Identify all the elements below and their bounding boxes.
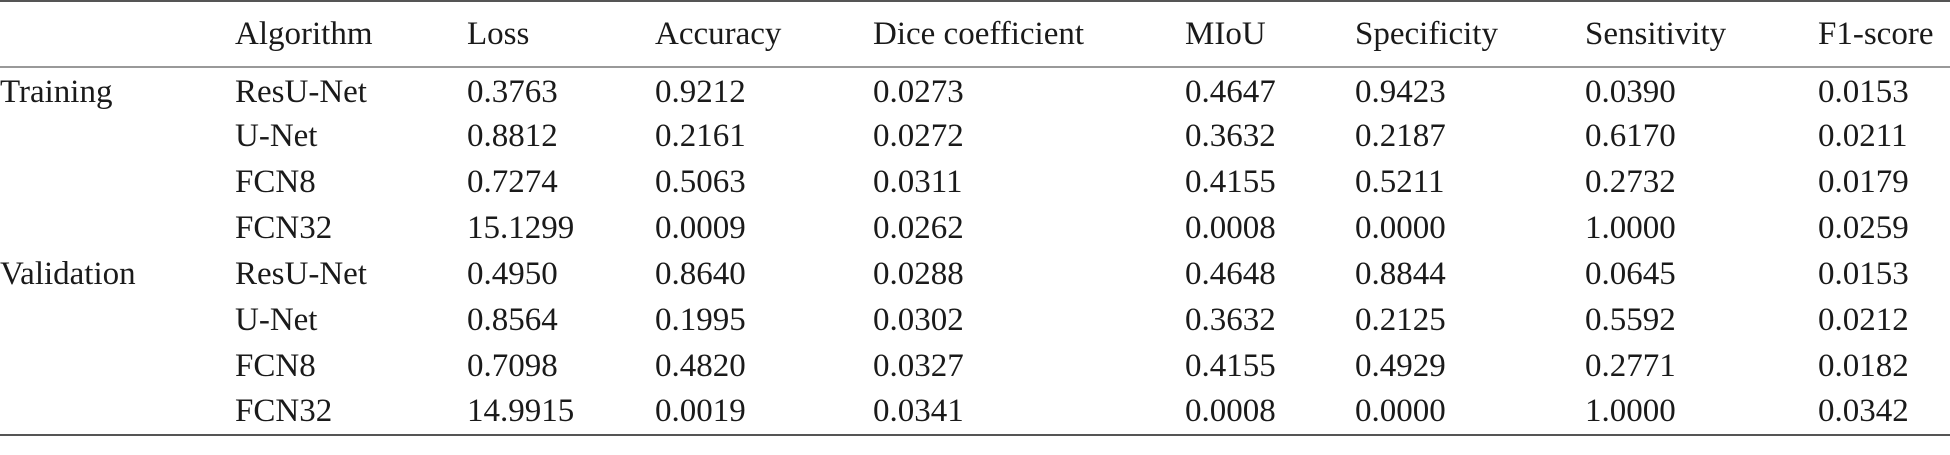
specificity-cell: 0.4929 xyxy=(1355,347,1446,384)
miou-cell: 0.4648 xyxy=(1185,255,1276,292)
miou-cell: 0.4647 xyxy=(1185,74,1276,110)
algorithm-cell: ResU-Net xyxy=(235,255,367,292)
f1-score-cell: 0.0179 xyxy=(1818,163,1909,200)
group-label-cell xyxy=(0,205,235,251)
miou-cell: 0.4155 xyxy=(1185,163,1276,200)
accuracy-cell: 0.0009 xyxy=(655,209,746,246)
specificity-cell: 0.0000 xyxy=(1355,209,1446,246)
header-cell-f1-score: F1-score xyxy=(1818,0,1950,68)
accuracy-cell: 0.4820 xyxy=(655,347,746,384)
header-cell-sensitivity: Sensitivity xyxy=(1585,0,1818,68)
miou-cell: 0.3632 xyxy=(1185,301,1276,338)
specificity-cell: 0.8844 xyxy=(1355,255,1446,292)
f1-score-cell: 0.0211 xyxy=(1818,117,1908,154)
loss-cell: 15.1299 xyxy=(467,209,575,246)
table-row: FCN32 14.9915 0.0019 0.0341 0.0008 0.0000 1.00… xyxy=(0,389,1950,436)
algorithm-cell: FCN32 xyxy=(235,209,333,246)
accuracy-cell: 0.1995 xyxy=(655,301,746,338)
sensitivity-cell: 0.6170 xyxy=(1585,117,1676,154)
f1-score-cell: 0.0153 xyxy=(1818,255,1909,292)
miou-cell: 0.0008 xyxy=(1185,389,1355,436)
accuracy-cell: 0.8640 xyxy=(655,255,746,292)
dice-coefficient-cell: 0.0311 xyxy=(873,163,963,200)
loss-cell: 0.8812 xyxy=(467,117,558,154)
specificity-cell: 0.9423 xyxy=(1355,74,1446,110)
dice-coefficient-cell: 0.0288 xyxy=(873,255,964,292)
sensitivity-cell: 0.0390 xyxy=(1585,74,1676,110)
header-cell-dice-coefficient: Dice coefficient xyxy=(873,0,1185,68)
results-table: Algorithm Loss Accuracy Dice coefficient… xyxy=(0,0,1950,436)
header-row: Algorithm Loss Accuracy Dice coefficient… xyxy=(0,0,1950,68)
header-cell-loss: Loss xyxy=(467,0,655,68)
miou-cell: 0.0008 xyxy=(1185,209,1276,246)
dice-coefficient-cell: 0.0272 xyxy=(873,117,964,154)
sensitivity-cell: 1.0000 xyxy=(1585,209,1676,246)
header-cell-group xyxy=(0,0,235,68)
table-row: FCN8 0.7274 0.5063 0.0311 0.4155 0.5211 0.2732… xyxy=(0,159,1950,205)
f1-score-cell: 0.0153 xyxy=(1818,74,1909,110)
dice-coefficient-cell: 0.0262 xyxy=(873,209,964,246)
f1-score-cell: 0.0342 xyxy=(1818,389,1950,436)
header-cell-algorithm: Algorithm xyxy=(235,0,467,68)
table-row: FCN8 0.7098 0.4820 0.0327 0.4155 0.4929 0.2771… xyxy=(0,343,1950,389)
group-label-cell xyxy=(0,159,235,205)
group-label-cell xyxy=(0,389,235,436)
accuracy-cell: 0.0019 xyxy=(655,389,873,436)
algorithm-cell: FCN32 xyxy=(235,389,467,436)
f1-score-cell: 0.0212 xyxy=(1818,301,1909,338)
sensitivity-cell: 1.0000 xyxy=(1585,389,1818,436)
dice-coefficient-cell: 0.0302 xyxy=(873,301,964,338)
table-row: FCN32 15.1299 0.0009 0.0262 0.0008 0.0000 1.00… xyxy=(0,205,1950,251)
specificity-cell: 0.2187 xyxy=(1355,117,1446,154)
specificity-cell: 0.0000 xyxy=(1355,389,1585,436)
group-label-cell xyxy=(0,343,235,389)
loss-cell: 0.7274 xyxy=(467,163,558,200)
group-label-cell: Validation xyxy=(0,255,136,292)
algorithm-cell: FCN8 xyxy=(235,163,316,200)
dice-coefficient-cell: 0.0273 xyxy=(873,74,964,110)
sensitivity-cell: 0.2771 xyxy=(1585,347,1676,384)
group-label-cell xyxy=(0,297,235,343)
loss-cell: 0.3763 xyxy=(467,74,558,110)
table-row: U-Net 0.8812 0.2161 0.0272 0.3632 0.2187 0.617… xyxy=(0,113,1950,159)
algorithm-cell: ResU-Net xyxy=(235,74,367,110)
group-label-cell: Training xyxy=(0,74,113,110)
table-row: Validation ResU-Net 0.4950 0.8640 0.0288 0.46… xyxy=(0,251,1950,297)
algorithm-cell: FCN8 xyxy=(235,347,316,384)
loss-cell: 14.9915 xyxy=(467,389,655,436)
accuracy-cell: 0.5063 xyxy=(655,163,746,200)
algorithm-cell: U-Net xyxy=(235,117,318,154)
miou-cell: 0.4155 xyxy=(1185,347,1276,384)
loss-cell: 0.7098 xyxy=(467,347,558,384)
specificity-cell: 0.2125 xyxy=(1355,301,1446,338)
algorithm-cell: U-Net xyxy=(235,301,318,338)
accuracy-cell: 0.2161 xyxy=(655,117,746,154)
loss-cell: 0.4950 xyxy=(467,255,558,292)
group-label-cell xyxy=(0,113,235,159)
specificity-cell: 0.5211 xyxy=(1355,163,1445,200)
header-cell-miou: MIoU xyxy=(1185,0,1355,68)
header-cell-specificity: Specificity xyxy=(1355,0,1585,68)
sensitivity-cell: 0.2732 xyxy=(1585,163,1676,200)
dice-coefficient-cell: 0.0341 xyxy=(873,389,1185,436)
miou-cell: 0.3632 xyxy=(1185,117,1276,154)
table-row: U-Net 0.8564 0.1995 0.0302 0.3632 0.2125 0.559… xyxy=(0,297,1950,343)
sensitivity-cell: 0.5592 xyxy=(1585,301,1676,338)
loss-cell: 0.8564 xyxy=(467,301,558,338)
table-body: Training ResU-Net 0.3763 0.9212 0.0273 0.4647… xyxy=(0,67,1950,436)
f1-score-cell: 0.0182 xyxy=(1818,347,1909,384)
f1-score-cell: 0.0259 xyxy=(1818,209,1909,246)
table-row: Training ResU-Net 0.3763 0.9212 0.0273 0.4647… xyxy=(0,67,1950,113)
sensitivity-cell: 0.0645 xyxy=(1585,255,1676,292)
dice-coefficient-cell: 0.0327 xyxy=(873,347,964,384)
accuracy-cell: 0.9212 xyxy=(655,74,746,110)
header-cell-accuracy: Accuracy xyxy=(655,0,873,68)
